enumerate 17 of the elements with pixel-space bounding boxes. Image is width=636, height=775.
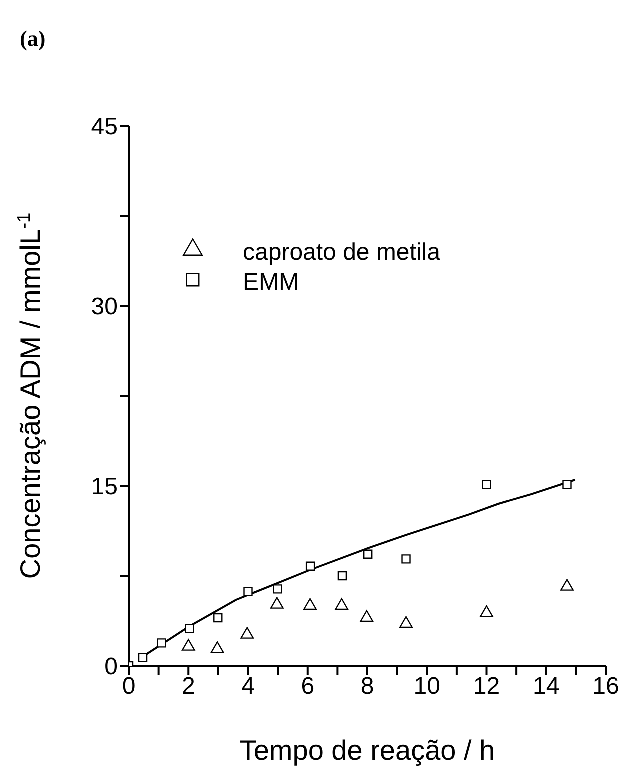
y-tick-label: 0 (104, 654, 118, 681)
x-tick-label: 16 (592, 673, 620, 700)
x-tick-label: 10 (414, 673, 440, 700)
chart-title: (a) (20, 26, 46, 52)
legend-label: caproato de metila (243, 239, 440, 267)
y-tick-label: 45 (91, 114, 118, 141)
x-tick-label: 0 (122, 673, 136, 700)
x-tick-label: 14 (533, 673, 560, 700)
x-tick-label: 12 (473, 673, 500, 700)
x-tick-label: 6 (301, 673, 315, 700)
y-tick-label: 15 (91, 474, 118, 501)
x-tick-label: 8 (360, 673, 374, 700)
y-tick-label: 30 (91, 294, 118, 321)
x-axis-title: Tempo de reação / h (240, 735, 496, 766)
x-tick-label: 2 (182, 673, 196, 700)
legend-label: EMM (243, 269, 299, 297)
x-tick-label: 4 (242, 673, 255, 700)
